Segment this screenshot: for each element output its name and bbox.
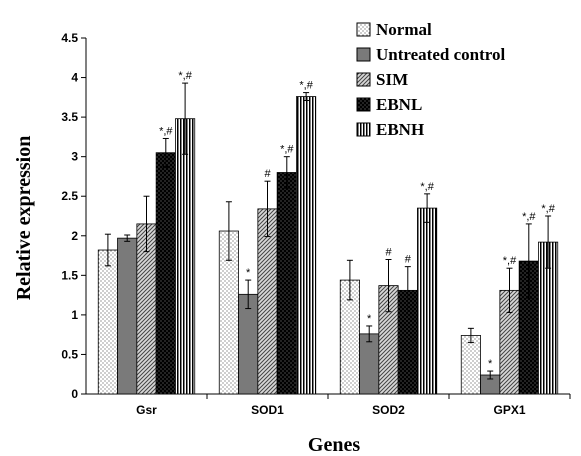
- significance-label: *,#: [159, 125, 173, 137]
- bar-normal-gsr: [97, 249, 118, 395]
- legend: Normal Untreated control SIM EBNL EBNH: [356, 20, 505, 139]
- legend-swatch: [356, 72, 371, 87]
- bar-ebnh-sod2: [417, 207, 438, 395]
- bar-normal-gpx1: [460, 335, 481, 395]
- legend-label: Untreated control: [376, 45, 505, 64]
- significance-annotations: * * * # # *,# *,# *,# # *,# *,# *,# *,# *,#: [159, 70, 556, 370]
- bar-untreated-control-gsr: [117, 237, 138, 395]
- significance-label: #: [385, 247, 392, 259]
- significance-label: *,#: [280, 144, 294, 156]
- legend-label: EBNH: [376, 120, 424, 139]
- y-tick-label: 4.5: [61, 31, 78, 45]
- legend-label: Normal: [376, 20, 432, 39]
- significance-label: *,#: [541, 203, 555, 215]
- x-tick-label: Gsr: [136, 403, 157, 417]
- y-tick-label: 3.5: [61, 110, 78, 124]
- x-tick-label: GPX1: [493, 403, 525, 417]
- y-axis-title: Relative expression: [13, 136, 35, 301]
- significance-label: *: [488, 358, 493, 370]
- y-tick-label: 0.5: [61, 347, 78, 361]
- y-tick-label: 1.5: [61, 268, 78, 282]
- significance-label: *,#: [299, 80, 313, 92]
- bar-ebnl-sod1: [276, 172, 297, 395]
- y-tick-label: 1: [71, 308, 78, 322]
- legend-label: SIM: [376, 70, 408, 89]
- significance-label: *,#: [420, 181, 434, 193]
- legend-swatch: [356, 97, 371, 112]
- bars: [97, 96, 559, 395]
- significance-label: *,#: [522, 211, 536, 223]
- legend-swatch: [356, 47, 371, 62]
- significance-label: #: [405, 254, 412, 266]
- bar-ebnl-gsr: [155, 152, 176, 395]
- y-tick-label: 2.5: [61, 189, 78, 203]
- significance-label: *,#: [178, 70, 192, 82]
- y-tick-label: 0: [71, 387, 78, 401]
- bar-ebnh-gsr: [175, 118, 196, 395]
- axes: 0 0.5 1 1.5 2 2.5 3 3.5 4 4.5 Gsr SOD1 SOD2 GPX1: [61, 31, 571, 417]
- y-tick-label: 4: [71, 71, 78, 85]
- significance-label: *: [246, 267, 251, 279]
- legend-swatch: [356, 122, 371, 137]
- bar-untreated-control-sod1: [238, 293, 259, 395]
- y-tick-label: 2: [71, 229, 78, 243]
- x-tick-label: SOD2: [372, 403, 405, 417]
- y-tick-label: 3: [71, 150, 78, 164]
- significance-label: *,#: [503, 255, 517, 267]
- bar-untreated-control-sod2: [359, 333, 380, 395]
- legend-swatch: [356, 22, 371, 37]
- legend-label: EBNL: [376, 95, 422, 114]
- significance-label: *: [367, 313, 372, 325]
- significance-label: #: [264, 168, 271, 180]
- bar-ebnh-sod1: [296, 96, 317, 395]
- x-axis-title: Genes: [308, 434, 360, 456]
- x-tick-label: SOD1: [251, 403, 284, 417]
- error-bars: [104, 82, 552, 380]
